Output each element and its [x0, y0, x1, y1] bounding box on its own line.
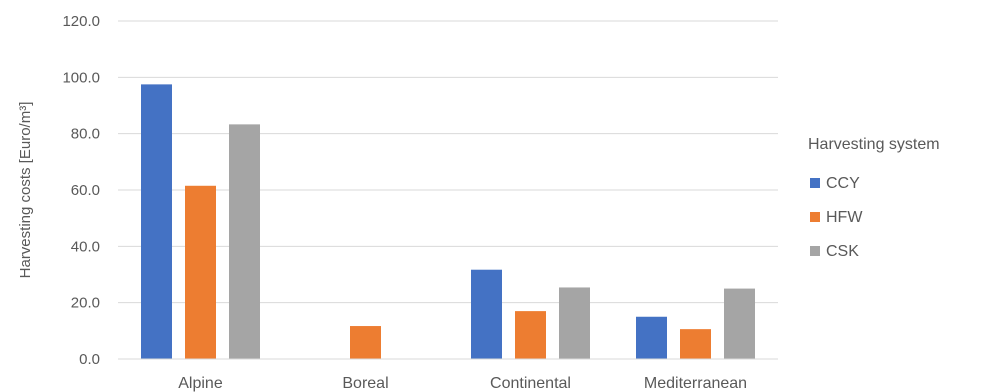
bar-ccy-mediterranean: [636, 316, 667, 359]
bar-hfw-mediterranean: [680, 329, 711, 359]
y-axis-ticks: 0.0 20.0 40.0 60.0 80.0 100.0 120.0: [62, 13, 100, 368]
legend-swatch-csk: [810, 246, 820, 256]
y-tick-label: 100.0: [62, 69, 100, 86]
y-tick-label: 0.0: [79, 351, 100, 368]
legend-swatch-ccy: [810, 178, 820, 188]
legend-swatch-hfw: [810, 212, 820, 222]
legend-label-ccy: CCY: [826, 175, 860, 192]
y-tick-label: 80.0: [71, 126, 100, 143]
y-axis-title: Harvesting costs [Euro/m³]: [17, 102, 34, 279]
x-category-label: Alpine: [178, 375, 223, 392]
bar-ccy-continental: [471, 269, 502, 359]
gridlines: [118, 20, 778, 360]
y-tick-label: 40.0: [71, 238, 100, 255]
legend-label-csk: CSK: [826, 243, 859, 260]
y-tick-label: 120.0: [62, 13, 100, 30]
legend-label-hfw: HFW: [826, 209, 863, 226]
bar-hfw-alpine: [185, 185, 216, 359]
bar-csk-continental: [559, 287, 590, 359]
x-category-label: Boreal: [342, 375, 388, 392]
x-axis-categories: Alpine Boreal Continental Mediterranean: [178, 375, 747, 392]
bar-csk-mediterranean: [724, 288, 755, 359]
bar-csk-alpine: [229, 124, 260, 359]
x-category-label: Mediterranean: [644, 375, 747, 392]
legend: Harvesting system CCY HFW CSK: [808, 136, 940, 260]
bar-hfw-continental: [515, 311, 546, 359]
legend-title: Harvesting system: [808, 136, 940, 153]
bars: [118, 84, 778, 360]
bar-hfw-boreal: [350, 326, 381, 359]
y-tick-label: 60.0: [71, 182, 100, 199]
y-tick-label: 20.0: [71, 295, 100, 312]
bar-ccy-alpine: [141, 84, 172, 359]
x-category-label: Continental: [490, 375, 571, 392]
